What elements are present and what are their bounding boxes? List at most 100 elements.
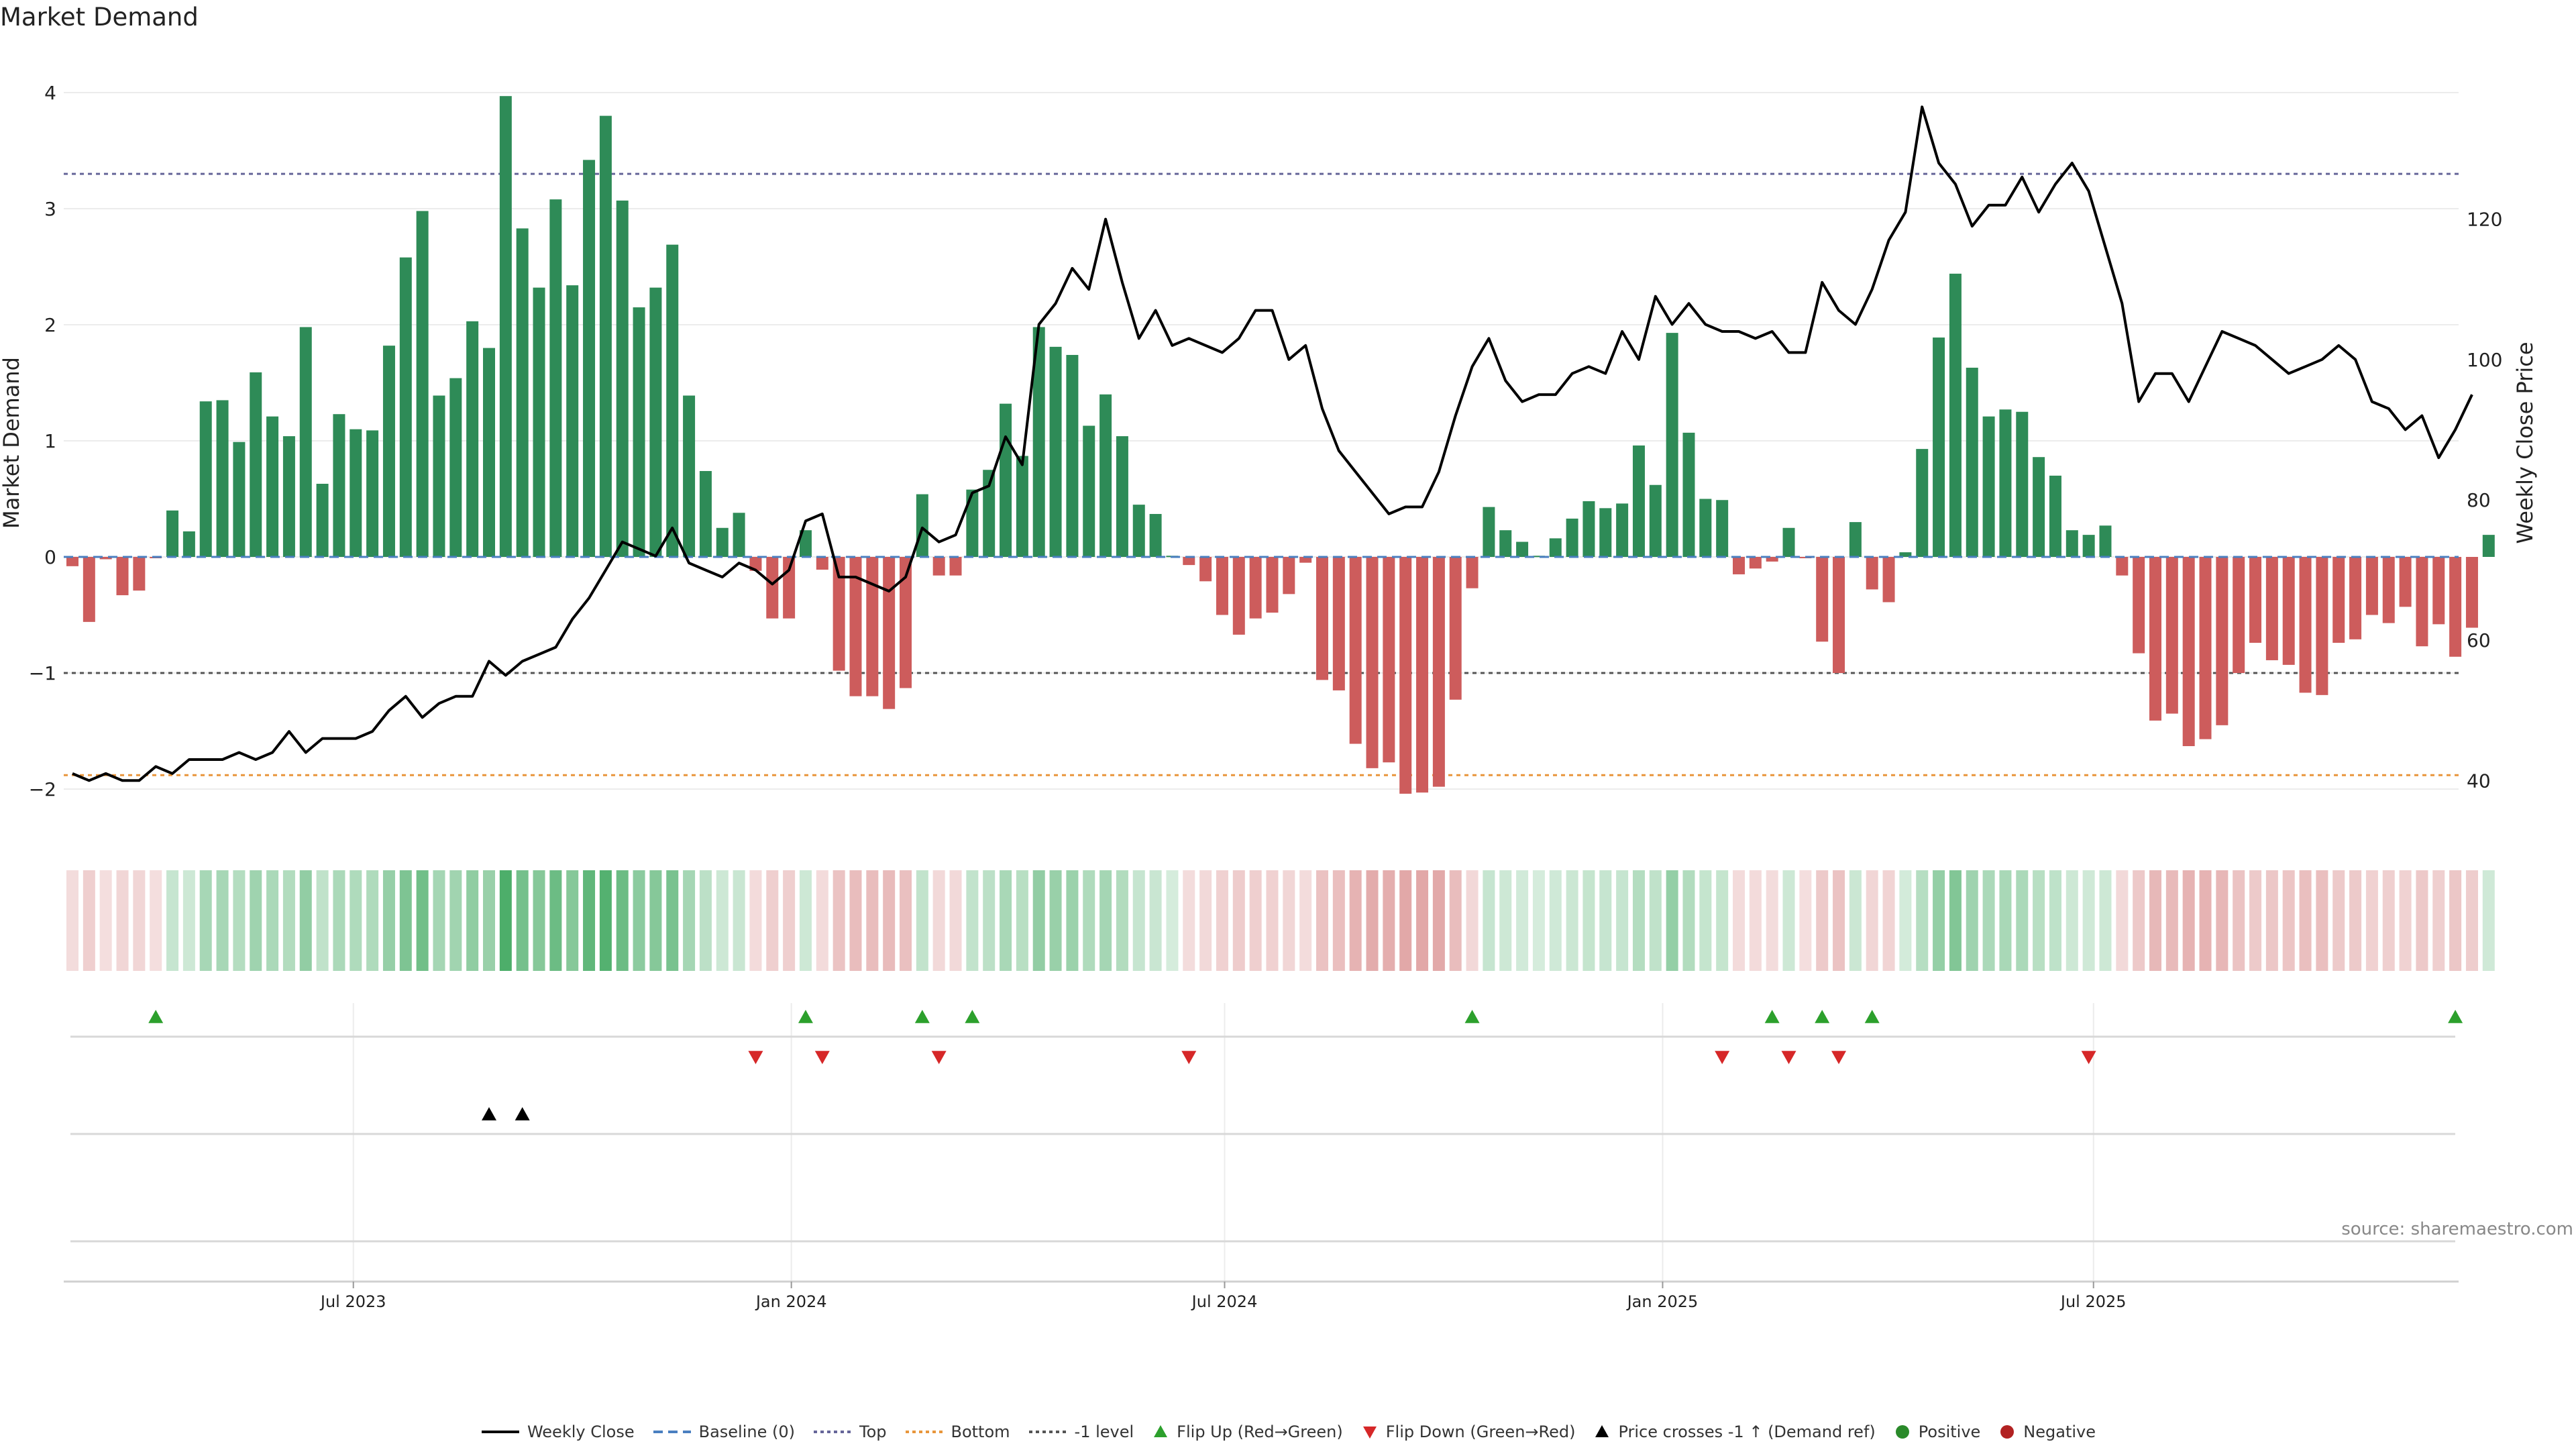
heat-strip-cell	[2349, 870, 2362, 971]
demand-bar	[1566, 518, 1578, 557]
demand-bar	[1249, 557, 1262, 619]
heat-strip-cell	[2265, 870, 2278, 971]
price-cross-marker	[482, 1107, 496, 1121]
demand-bar	[716, 527, 729, 557]
legend-label: Positive	[1918, 1422, 1981, 1441]
heat-strip-cell	[1183, 870, 1195, 971]
demand-bar	[566, 285, 579, 557]
demand-bar	[1399, 557, 1412, 794]
demand-bar	[733, 513, 745, 557]
demand-bar	[1766, 557, 1778, 562]
demand-bar	[883, 557, 896, 709]
demand-bar	[182, 531, 195, 557]
demand-bar	[2065, 530, 2078, 557]
demand-bar	[2233, 557, 2245, 673]
heat-strip-cell	[1766, 870, 1778, 971]
heat-strip-cell	[382, 870, 395, 971]
x-tick-label: Jan 2024	[755, 1292, 827, 1311]
heat-strip-cell	[699, 870, 712, 971]
heat-strip-cell	[766, 870, 779, 971]
heat-strip-cell	[2016, 870, 2029, 971]
y-axis-label: Market Demand	[0, 357, 24, 529]
heat-strip-cell	[2299, 870, 2312, 971]
demand-bar	[1516, 541, 1529, 557]
flip-up-marker	[148, 1010, 164, 1023]
legend-label: Baseline (0)	[698, 1422, 795, 1441]
demand-bar	[1466, 557, 1479, 588]
legend-symbol	[1028, 1431, 1067, 1433]
demand-bar	[433, 395, 445, 557]
demand-bar	[1499, 530, 1512, 557]
heat-strip-cell	[1199, 870, 1212, 971]
demand-bar	[949, 557, 962, 576]
demand-bar	[2216, 557, 2229, 725]
legend-symbol	[1595, 1425, 1609, 1437]
heat-strip-cell	[150, 870, 162, 971]
demand-bar	[416, 211, 429, 558]
demand-bar	[2349, 557, 2362, 639]
source-note: source: sharemaestro.com	[2341, 1219, 2573, 1239]
demand-bar	[2249, 557, 2262, 643]
demand-bar	[1782, 527, 1795, 557]
heat-strip-cell	[2116, 870, 2129, 971]
legend-item: Negative	[1998, 1422, 2096, 1441]
y-tick-label: 3	[44, 198, 56, 220]
heat-strip-cell	[2365, 870, 2378, 971]
demand-bar	[1999, 409, 2012, 557]
demand-bar	[1666, 333, 1678, 557]
demand-bar	[1283, 557, 1295, 594]
y-tick-label: −1	[29, 662, 56, 684]
legend-symbol	[1895, 1425, 1909, 1439]
heat-strip-cell	[2049, 870, 2061, 971]
heat-strip-cell	[1699, 870, 1712, 971]
heat-strip-cell	[1532, 870, 1545, 971]
legend-item: Positive	[1893, 1422, 1981, 1441]
legend-item: Weekly Close	[480, 1422, 635, 1441]
heat-strip-cell	[1232, 870, 1245, 971]
x-tick-label: Jan 2025	[1626, 1292, 1699, 1311]
demand-bar	[1866, 557, 1878, 590]
chart-title: Market Demand	[0, 3, 199, 32]
demand-bar	[1116, 436, 1128, 557]
demand-bar	[866, 557, 879, 696]
demand-bar	[1699, 499, 1712, 557]
demand-bar	[66, 557, 78, 566]
heat-strip-cell	[2216, 870, 2229, 971]
heat-strip-cell	[1999, 870, 2012, 971]
demand-bar	[316, 484, 329, 557]
flip-up-marker	[1764, 1010, 1780, 1023]
demand-bar	[816, 557, 828, 570]
heat-strip-cell	[916, 870, 928, 971]
heat-strip-cell	[1833, 870, 1845, 971]
heat-strip-cell	[583, 870, 596, 971]
demand-bar	[1266, 557, 1279, 613]
heat-strip-cell	[366, 870, 379, 971]
heat-strip-cell	[599, 870, 612, 971]
flip-down-marker	[2081, 1051, 2096, 1064]
demand-bar	[1366, 557, 1379, 768]
heat-strip-cell	[1083, 870, 1095, 971]
y2-tick-label: 60	[2467, 629, 2491, 652]
demand-bar	[1716, 500, 1729, 557]
demand-bar	[1816, 557, 1829, 642]
heat-strip-cell	[900, 870, 912, 971]
heat-strip-cell	[1632, 870, 1645, 971]
y-tick-label: 1	[44, 430, 56, 452]
heat-strip-cell	[499, 870, 512, 971]
heat-strip-cell	[350, 870, 362, 971]
y2-axis-label: Weekly Close Price	[2512, 342, 2538, 543]
y2-tick-label: 80	[2467, 489, 2491, 511]
heat-strip-cell	[2199, 870, 2212, 971]
flip-up-marker	[965, 1010, 980, 1023]
y-tick-label: 4	[44, 82, 56, 104]
demand-bar	[2465, 557, 2478, 628]
heat-strip-cell	[2432, 870, 2445, 971]
heat-strip-cell	[649, 870, 662, 971]
legend-item: Top	[812, 1422, 887, 1441]
demand-bar	[2133, 557, 2145, 654]
demand-bar	[983, 470, 996, 557]
heat-strip-cell	[1366, 870, 1379, 971]
demand-bar	[1416, 557, 1429, 793]
heat-strip-cell	[2249, 870, 2262, 971]
heat-strip-cell	[833, 870, 845, 971]
